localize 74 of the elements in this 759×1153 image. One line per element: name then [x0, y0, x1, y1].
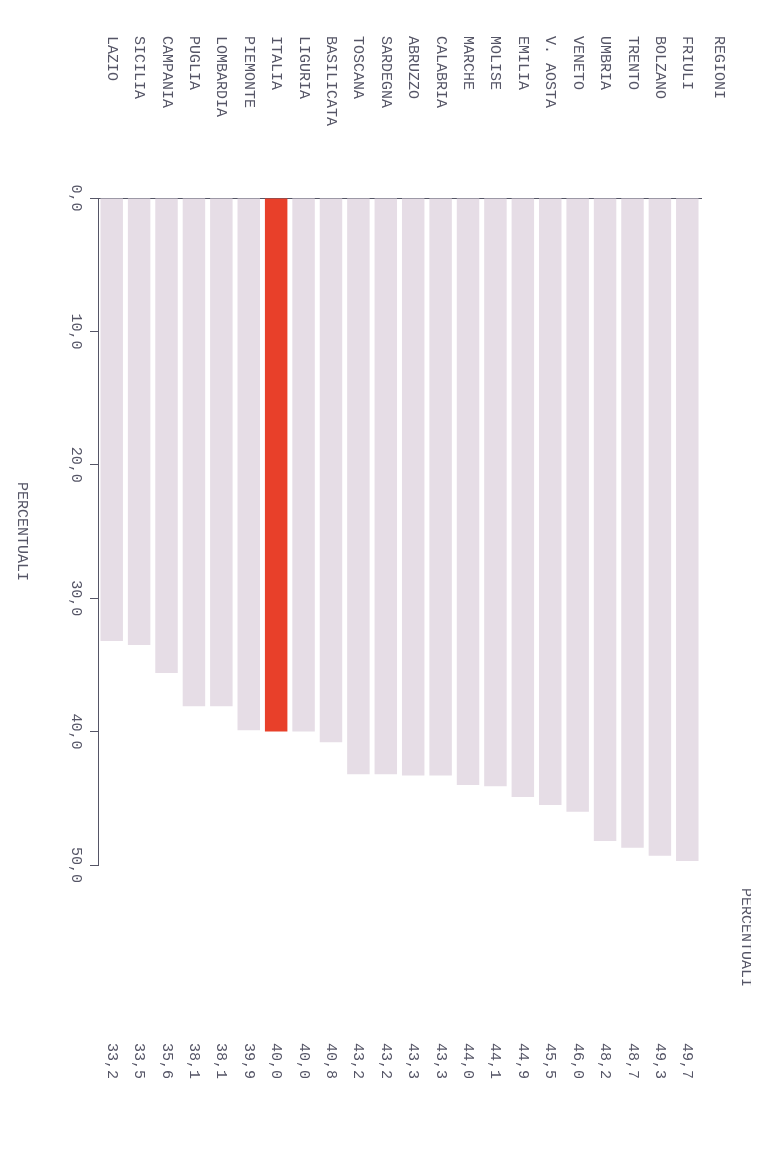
- data-label: 43,2: [349, 1043, 367, 1080]
- data-label: 38,1: [184, 1043, 202, 1080]
- data-label: 44,1: [486, 1043, 504, 1080]
- y-tick-label: 10,0: [67, 313, 85, 350]
- y-tick-label: 20,0: [67, 446, 85, 483]
- x-tick-label: LAZIO: [102, 36, 120, 82]
- x-tick-label: MARCHE: [459, 36, 477, 91]
- x-tick-label: SICILIA: [130, 36, 148, 100]
- bar: [676, 198, 699, 861]
- x-tick-label: V. AOSTA: [541, 36, 559, 109]
- x-tick-label: VENETO: [568, 36, 586, 91]
- x-tick-label: FRIULI: [678, 36, 696, 91]
- x-tick-label: PUGLIA: [184, 36, 202, 91]
- data-label: 46,0: [568, 1043, 586, 1080]
- x-tick-label: ITALIA: [267, 36, 285, 91]
- x-tick-label: TOSCANA: [349, 36, 367, 100]
- bar: [264, 198, 288, 732]
- x-tick-label: CALABRIA: [431, 36, 449, 109]
- data-label: 48,2: [596, 1043, 614, 1080]
- bar: [648, 198, 672, 856]
- y-tick-label: 0,0: [67, 184, 85, 212]
- data-label: 35,6: [157, 1043, 175, 1080]
- bar: [237, 198, 260, 731]
- bar: [511, 198, 535, 797]
- x-tick-label: CAMPANIA: [157, 36, 175, 109]
- data-label: 40,8: [322, 1043, 340, 1080]
- bar: [292, 198, 315, 732]
- data-label: 49,3: [650, 1043, 668, 1080]
- y-tick-label: 30,0: [67, 580, 85, 617]
- bar: [484, 198, 507, 787]
- text: REGIONI: [710, 36, 728, 100]
- x-tick-label: MOLISE: [486, 36, 504, 91]
- x-tick-label: LIGURIA: [294, 36, 312, 100]
- bar: [374, 198, 398, 775]
- data-label: 49,7: [678, 1043, 696, 1080]
- x-tick-label: TRENTO: [623, 36, 641, 91]
- bar: [182, 198, 206, 707]
- data-label: 43,3: [431, 1043, 449, 1080]
- data-label: 38,1: [212, 1043, 230, 1080]
- bar: [539, 198, 562, 805]
- data-label: 39,9: [239, 1043, 257, 1080]
- x-tick-label: BOLZANO: [650, 36, 668, 100]
- data-label: 44,9: [513, 1043, 531, 1080]
- y-tick-label: 50,0: [67, 846, 85, 884]
- x-tick-label: EMILIA: [513, 36, 531, 91]
- x-tick-label: ABRUZZO: [404, 36, 422, 100]
- data-label: 43,2: [376, 1043, 394, 1080]
- bar: [401, 198, 425, 776]
- x-tick-label: LOMBARDIA: [212, 36, 230, 118]
- x-tick-label: BASILICATA: [322, 36, 340, 127]
- bar: [319, 198, 343, 743]
- bar: [210, 198, 233, 707]
- x-tick-label: PIEMONTE: [239, 36, 257, 109]
- bar: [127, 198, 151, 645]
- bar: [155, 198, 178, 673]
- x-tick-label: UMBRIA: [596, 36, 614, 91]
- x-tick-label: SARDEGNA: [376, 36, 394, 109]
- data-label: 40,0: [294, 1043, 312, 1080]
- y-axis-title: PERCENTUALI: [13, 481, 31, 582]
- data-label: 33,5: [130, 1043, 148, 1080]
- data-label: 48,7: [623, 1043, 641, 1080]
- bar: [347, 198, 370, 775]
- data-label: 40,0: [267, 1043, 285, 1080]
- data-label: 45,5: [541, 1043, 559, 1080]
- y-tick-label: 40,0: [67, 713, 85, 750]
- bar: [593, 198, 617, 841]
- bar: [621, 198, 644, 848]
- bar: [456, 198, 480, 785]
- data-label: 43,3: [404, 1043, 422, 1080]
- bar: [100, 198, 123, 641]
- data-label: 44,0: [459, 1043, 477, 1080]
- bar: [429, 198, 452, 776]
- data-label: 33,2: [102, 1043, 120, 1080]
- bar: [566, 198, 589, 812]
